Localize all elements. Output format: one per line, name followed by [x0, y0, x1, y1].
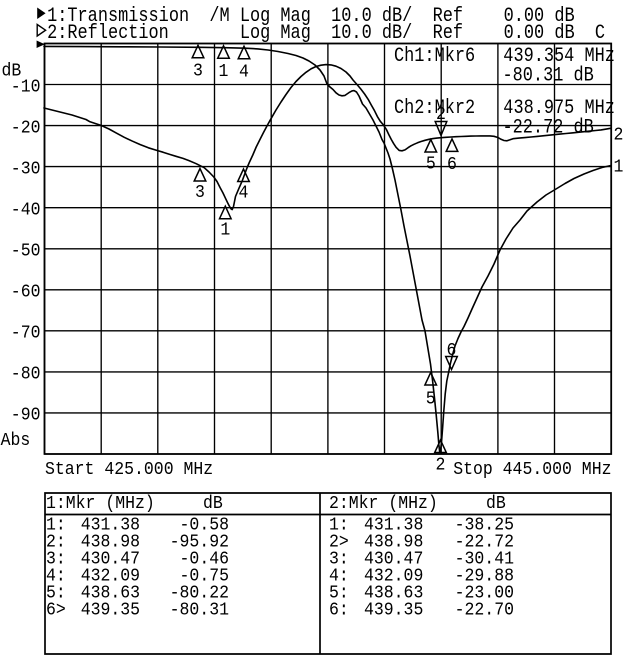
svg-text:-22.72: -22.72: [455, 533, 514, 553]
svg-text:-0.58: -0.58: [180, 516, 229, 536]
svg-text:2:: 2:: [46, 533, 66, 553]
svg-text:430.47: 430.47: [364, 550, 423, 570]
svg-text:-95.92: -95.92: [170, 533, 229, 553]
svg-text:438.63: 438.63: [364, 584, 423, 604]
svg-text:-80.31: -80.31: [170, 601, 229, 621]
svg-text:-22.72 dB: -22.72 dB: [503, 115, 594, 139]
svg-text:6:: 6:: [329, 601, 349, 621]
svg-text:-50: -50: [11, 242, 41, 262]
svg-text:430.47: 430.47: [81, 550, 140, 570]
svg-text:5:: 5:: [329, 584, 349, 604]
svg-text:5:: 5:: [46, 584, 66, 604]
svg-text:-80: -80: [11, 365, 41, 385]
svg-text:-23.00: -23.00: [455, 584, 514, 604]
svg-text:4:: 4:: [329, 567, 349, 587]
svg-text:4: 4: [239, 184, 249, 204]
svg-text:-30: -30: [11, 160, 41, 180]
svg-text:4:: 4:: [46, 567, 66, 587]
svg-text:-10: -10: [11, 78, 41, 98]
svg-text:Ch1:Mkr6: Ch1:Mkr6: [394, 44, 475, 68]
svg-text:-80.31 dB: -80.31 dB: [503, 63, 594, 87]
svg-text:6: 6: [447, 155, 457, 175]
svg-text:1:Mkr (MHz): 1:Mkr (MHz): [46, 494, 155, 514]
svg-text:-38.25: -38.25: [455, 516, 514, 536]
svg-text:-70: -70: [11, 324, 41, 344]
svg-text:1:: 1:: [329, 516, 349, 536]
svg-text:5: 5: [426, 390, 436, 410]
svg-text:dB: dB: [1, 62, 21, 82]
svg-text:439.354 MHz: 439.354 MHz: [503, 44, 615, 68]
svg-text:1: 1: [614, 158, 624, 178]
svg-text:-0.46: -0.46: [180, 550, 229, 570]
svg-text:Ch2:Mkr2: Ch2:Mkr2: [394, 96, 475, 120]
svg-text:-40: -40: [11, 201, 41, 221]
svg-text:1: 1: [220, 221, 230, 241]
svg-text:1: 1: [219, 62, 229, 82]
svg-text:-29.88: -29.88: [455, 567, 514, 587]
svg-text:2: 2: [614, 126, 624, 146]
svg-text:431.38: 431.38: [364, 516, 423, 536]
svg-text:1:: 1:: [46, 516, 66, 536]
svg-text:-90: -90: [11, 406, 41, 426]
svg-text:3:: 3:: [329, 550, 349, 570]
svg-text:dB: dB: [203, 494, 223, 514]
svg-text:-80.22: -80.22: [170, 584, 229, 604]
svg-text:438.63: 438.63: [81, 584, 140, 604]
svg-text:3:: 3:: [46, 550, 66, 570]
svg-text:Start 425.000 MHz: Start 425.000 MHz: [45, 460, 213, 480]
svg-text:-20: -20: [11, 119, 41, 139]
svg-text:438.975 MHz: 438.975 MHz: [503, 96, 615, 120]
svg-text:2:Mkr (MHz): 2:Mkr (MHz): [329, 494, 438, 514]
svg-text:432.09: 432.09: [364, 567, 423, 587]
svg-text:6>: 6>: [46, 601, 66, 621]
svg-text:438.98: 438.98: [81, 533, 140, 553]
svg-text:Stop 445.000 MHz: Stop 445.000 MHz: [453, 460, 611, 480]
svg-text:3: 3: [193, 62, 203, 82]
svg-text:Abs: Abs: [1, 431, 31, 451]
svg-text:2: 2: [436, 105, 446, 125]
svg-text:2>: 2>: [329, 533, 349, 553]
svg-text:5: 5: [426, 155, 436, 175]
svg-text:-22.70: -22.70: [455, 601, 514, 621]
svg-text:439.35: 439.35: [364, 601, 423, 621]
svg-text:3: 3: [195, 183, 205, 203]
svg-text:438.98: 438.98: [364, 533, 423, 553]
svg-text:-30.41: -30.41: [455, 550, 514, 570]
svg-text:1:Transmission /M Log Mag 10: 1:Transmission /M Log Mag 10.0 dB/ Ref 0…: [47, 4, 575, 28]
svg-text:-0.75: -0.75: [180, 567, 229, 587]
svg-text:4: 4: [239, 63, 249, 83]
svg-text:2: 2: [436, 456, 446, 476]
svg-text:2:Reflection Log Mag 10: 2:Reflection Log Mag 10.0 dB/ Ref 0.00 d…: [47, 21, 605, 45]
svg-text:6: 6: [447, 341, 457, 361]
svg-text:432.09: 432.09: [81, 567, 140, 587]
svg-text:439.35: 439.35: [81, 601, 140, 621]
svg-text:431.38: 431.38: [81, 516, 140, 536]
svg-text:dB: dB: [486, 494, 506, 514]
svg-text:-60: -60: [11, 283, 41, 303]
